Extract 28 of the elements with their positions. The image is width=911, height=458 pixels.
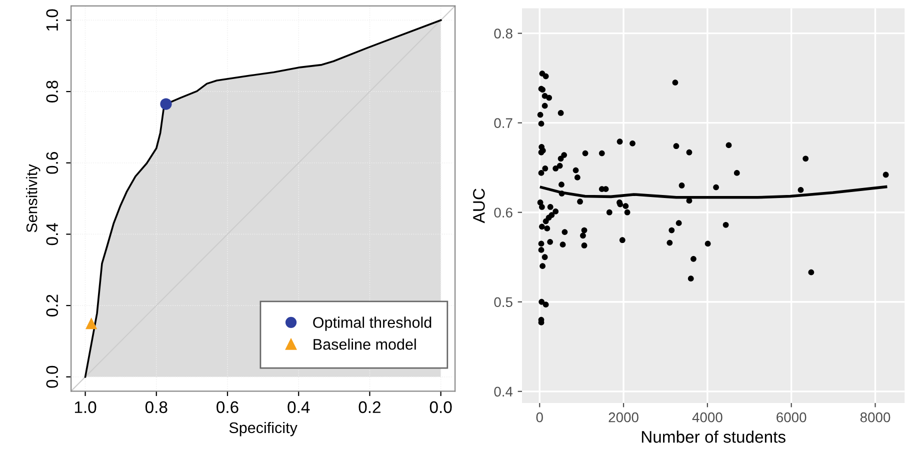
y-tick-label: 0.8	[46, 80, 58, 102]
y-tick-label: 0.5	[494, 297, 512, 308]
y-tick-label: 1.0	[46, 9, 58, 31]
x-axis-title: Specificity	[229, 422, 298, 436]
x-tick-label: 0.6	[216, 401, 238, 414]
y-tick-label: 0.0	[46, 366, 58, 388]
x-axis-title: Number of students	[642, 430, 786, 443]
x-tick-label: 0.4	[288, 401, 310, 414]
x-tick-label: 1.0	[74, 401, 96, 414]
x-tick-label: 2000	[608, 412, 638, 422]
y-axis-title: Sensitivity	[26, 164, 40, 232]
y-tick-label: 0.6	[494, 208, 512, 218]
y-tick-label: 0.7	[494, 118, 512, 128]
x-tick-label: 6000	[776, 412, 806, 422]
y-tick-label: 0.2	[46, 294, 58, 316]
x-tick-label: 0	[536, 412, 543, 422]
legend-label: Optimal threshold	[313, 316, 432, 331]
x-tick-label: 0.8	[145, 401, 168, 414]
y-axis-title: AUC	[473, 188, 485, 224]
y-tick-label: 0.8	[494, 28, 512, 38]
y-tick-label: 0.6	[46, 152, 58, 174]
x-tick-label: 8000	[860, 412, 890, 422]
y-tick-label: 0.4	[46, 223, 58, 246]
x-tick-label: 0.2	[358, 401, 380, 414]
legend-label: Baseline model	[314, 338, 416, 350]
y-tick-label: 0.4	[494, 386, 513, 397]
x-tick-label: 4000	[692, 412, 722, 422]
x-tick-label: 0.0	[430, 401, 452, 414]
